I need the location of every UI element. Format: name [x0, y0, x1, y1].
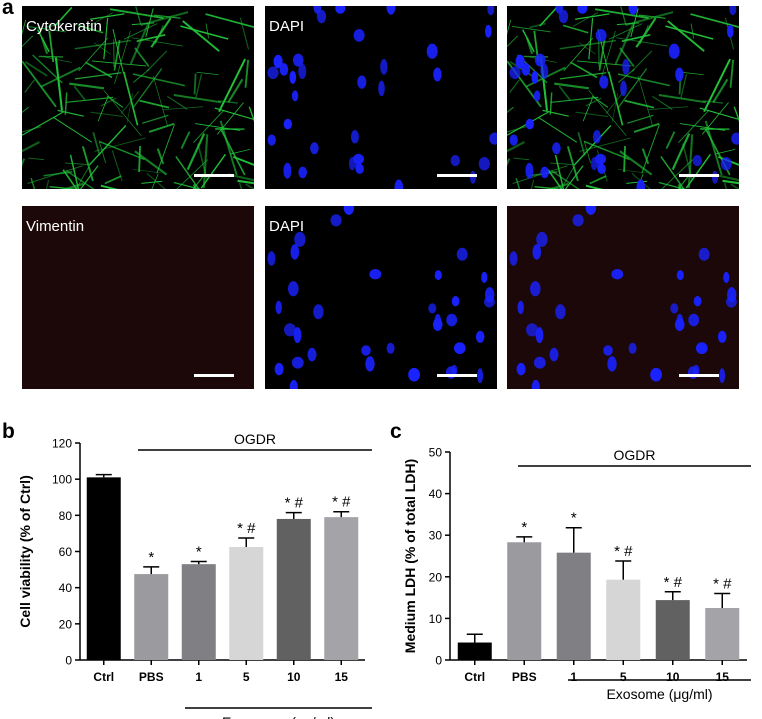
ogdr-group-label: OGDR [234, 431, 276, 447]
bar [556, 552, 591, 660]
x-tick-label: 5 [243, 670, 250, 684]
micrograph-vimentin: Vimentin [22, 206, 254, 389]
scale-bar [437, 174, 477, 177]
significance-marker: * # [664, 574, 683, 591]
x-axis-label: Exosome (μg/ml) [606, 686, 712, 702]
x-tick-label: PBS [139, 670, 164, 684]
micrograph-cytokeratin-image [22, 6, 254, 189]
x-tick-label: Ctrl [93, 670, 114, 684]
micrograph-merge-top [507, 6, 739, 189]
scale-bar [679, 374, 719, 377]
scale-bar [194, 374, 234, 377]
bar [324, 517, 359, 660]
micrograph-dapi-bottom-image [265, 206, 497, 389]
bar [705, 608, 740, 660]
x-tick-label: 10 [287, 670, 301, 684]
micrograph-cytokeratin: Cytokeratin [22, 6, 254, 189]
significance-marker: * [196, 543, 202, 560]
y-tick-label: 50 [429, 446, 443, 460]
x-tick-label: 1 [570, 670, 577, 684]
micrograph-merge-bottom [507, 206, 739, 389]
y-tick-label: 20 [429, 570, 443, 584]
bar [181, 564, 216, 660]
significance-marker: * [571, 510, 577, 527]
micrograph-merge-top-image [507, 6, 739, 189]
y-tick-label: 80 [59, 509, 73, 523]
significance-marker: * # [285, 495, 304, 512]
y-tick-label: 60 [59, 545, 73, 559]
micrograph-dapi-top-image [265, 6, 497, 189]
bar [229, 546, 264, 660]
micrograph-dapi-top: DAPI [265, 6, 497, 189]
significance-marker: * [521, 519, 527, 536]
x-tick-label: PBS [512, 670, 537, 684]
bar [134, 574, 169, 660]
y-axis-label: Medium LDH (% of total LDH) [402, 459, 418, 653]
y-tick-label: 0 [435, 654, 442, 668]
x-tick-label: 15 [335, 670, 349, 684]
micrograph-merge-bottom-image [507, 206, 739, 389]
bar [457, 642, 492, 660]
panel-a-letter: a [2, 0, 14, 19]
significance-marker: * [148, 549, 154, 566]
significance-marker: * # [713, 575, 732, 592]
micrograph-label-dapi-bottom: DAPI [269, 218, 305, 235]
bar [606, 579, 641, 660]
x-tick-label: 15 [716, 670, 730, 684]
significance-marker: * # [614, 543, 633, 560]
micrograph-label-dapi-top: DAPI [269, 18, 305, 35]
scale-bar [679, 174, 719, 177]
bar [655, 600, 690, 660]
cell-viability-chart: 0 20 40 60 80 100 120 Ctrl * PBS * 1 * # 5 * # 10 * # 15 O… [17, 431, 372, 719]
scale-bar [194, 174, 234, 177]
medium-ldh-chart: 0 10 20 30 40 50 Ctrl * PBS * 1 * # 5 * # 10 * # 15 OGDR E… [402, 446, 751, 702]
ogdr-group-label: OGDR [614, 447, 656, 463]
x-tick-label: 5 [620, 670, 627, 684]
y-tick-label: 40 [429, 487, 443, 501]
y-tick-label: 40 [59, 581, 73, 595]
y-tick-label: 0 [65, 654, 72, 668]
bar [276, 518, 311, 660]
x-axis-label: Exosomes (μg/ml) [222, 714, 335, 719]
y-tick-label: 100 [52, 473, 72, 487]
significance-marker: * # [237, 520, 256, 537]
x-tick-label: Ctrl [464, 670, 485, 684]
micrograph-dapi-bottom: DAPI [265, 206, 497, 389]
bar [86, 477, 121, 660]
scale-bar [437, 374, 477, 377]
panel-c-letter: c [390, 420, 402, 443]
significance-marker: * # [332, 494, 351, 511]
panel-b-letter: b [2, 420, 15, 443]
micrograph-label-cytokeratin: Cytokeratin [26, 18, 102, 35]
x-tick-label: 1 [195, 670, 202, 684]
micrograph-vimentin-image [22, 206, 254, 389]
y-axis-label: Cell viability (% of Ctrl) [17, 475, 33, 627]
y-tick-label: 120 [52, 437, 72, 451]
bar [507, 542, 542, 660]
micrograph-label-vimentin: Vimentin [26, 218, 85, 235]
x-tick-label: 10 [666, 670, 680, 684]
y-tick-label: 20 [59, 617, 73, 631]
y-tick-label: 30 [429, 529, 443, 543]
y-tick-label: 10 [429, 612, 443, 626]
